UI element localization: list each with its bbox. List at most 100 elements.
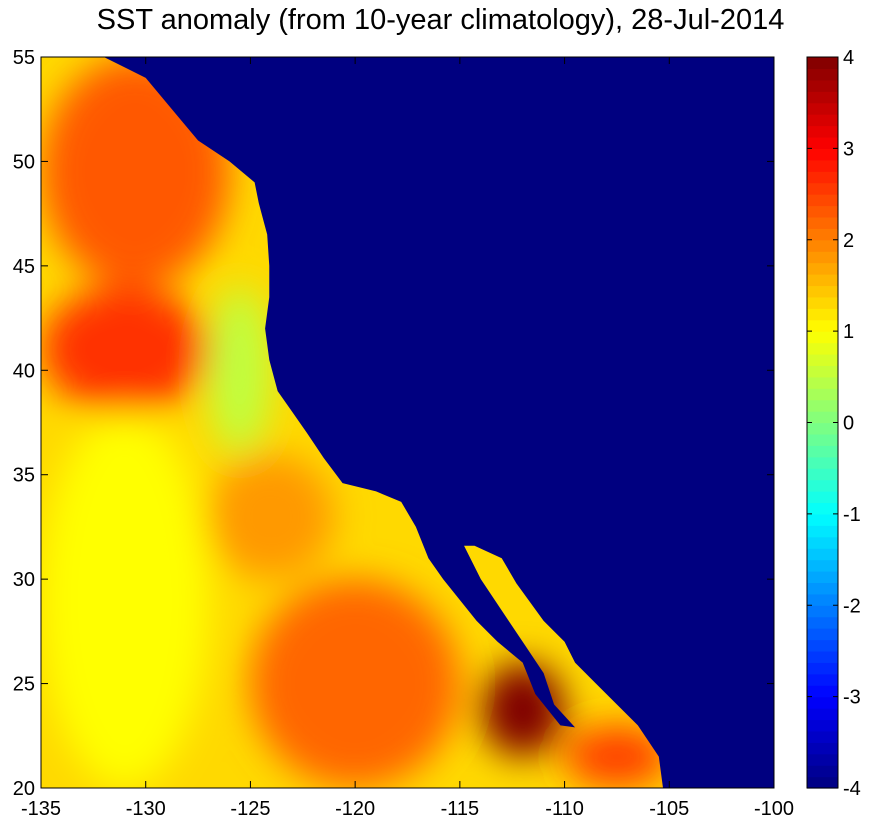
colorbar-segment — [807, 148, 838, 161]
colorbar-segment — [807, 342, 838, 355]
colorbar-tick-label: 3 — [843, 138, 854, 160]
colorbar-segment — [807, 696, 838, 709]
colorbar-segment — [807, 730, 838, 743]
chart-title: SST anomaly (from 10-year climatology), … — [96, 4, 785, 36]
colorbar-segment — [807, 388, 838, 401]
colorbar-segment — [807, 639, 838, 652]
colorbar-segment — [807, 274, 838, 287]
x-tick-label: -115 — [441, 798, 480, 820]
x-tick-label: -110 — [545, 798, 584, 820]
colorbar-tick-label: 4 — [843, 47, 854, 69]
y-tick-label: 25 — [13, 674, 35, 696]
colorbar-segment — [807, 502, 838, 515]
colorbar-segment — [807, 319, 838, 332]
land-mask — [103, 57, 774, 788]
y-axis: 20 25 30 35 40 45 50 55 — [13, 47, 774, 800]
colorbar-segment — [807, 708, 838, 721]
colorbar-segment — [807, 228, 838, 241]
colorbar-segment — [807, 79, 838, 92]
colorbar-segment — [807, 422, 838, 435]
heatmap-plot-area — [41, 57, 774, 788]
anomaly-region — [564, 725, 670, 788]
colorbar-segment — [807, 171, 838, 184]
colorbar-segment — [807, 468, 838, 481]
colorbar-segment — [807, 536, 838, 549]
anomaly-region — [250, 579, 460, 788]
colorbar-segment — [807, 376, 838, 389]
colorbar-segment — [807, 68, 838, 81]
colorbar-segment — [807, 433, 838, 446]
colorbar-segment — [807, 548, 838, 561]
anomaly-region — [208, 286, 272, 454]
colorbar-segment — [807, 776, 838, 789]
colorbar-tick-label: 1 — [843, 321, 854, 343]
colorbar-segment — [807, 194, 838, 207]
colorbar-tick-label: 0 — [843, 413, 854, 435]
anomaly-regions — [41, 57, 670, 788]
colorbar-segment — [807, 411, 838, 424]
colorbar-segment — [807, 456, 838, 469]
x-tick-label: -100 — [754, 798, 794, 820]
colorbar-tick-label: -1 — [843, 504, 861, 526]
colorbar-segment — [807, 525, 838, 538]
colorbar-segment — [807, 765, 838, 778]
y-tick-label: 20 — [13, 778, 35, 800]
colorbar-segment — [807, 125, 838, 138]
y-tick-label: 40 — [13, 360, 35, 382]
colorbar-segment — [807, 479, 838, 492]
colorbar-tick-label: -4 — [843, 778, 861, 800]
colorbar-segment — [807, 159, 838, 172]
colorbar-segment — [807, 491, 838, 504]
colorbar-segment — [807, 513, 838, 526]
y-tick-label: 35 — [13, 465, 35, 487]
colorbar-segment — [807, 182, 838, 195]
colorbar-segment — [807, 719, 838, 732]
colorbar-segment — [807, 628, 838, 641]
colorbar-tick-label: 2 — [843, 230, 854, 252]
colorbar-segment — [807, 331, 838, 344]
colorbar-segment — [807, 285, 838, 298]
colorbar-segment — [807, 742, 838, 755]
colorbar-segment — [807, 239, 838, 252]
colorbar-segment — [807, 662, 838, 675]
colorbar-segment — [807, 616, 838, 629]
colorbar-segment — [807, 205, 838, 218]
colorbar: -4 -3 -2 -1 0 1 2 3 4 — [806, 47, 861, 800]
colorbar-segment — [807, 559, 838, 572]
colorbar-segment — [807, 114, 838, 127]
colorbar-tick-label: -2 — [843, 595, 861, 617]
colorbar-segment — [807, 685, 838, 698]
colorbar-segment — [807, 399, 838, 412]
anomaly-region — [208, 453, 335, 580]
y-tick-label: 45 — [13, 256, 35, 278]
colorbar-segment — [807, 216, 838, 229]
colorbar-segment — [807, 308, 838, 321]
x-tick-label: -135 — [21, 798, 61, 820]
colorbar-segment — [807, 57, 838, 70]
colorbar-segment — [807, 593, 838, 606]
colorbar-segment — [807, 136, 838, 149]
colorbar-segment — [807, 365, 838, 378]
y-tick-label: 30 — [13, 569, 35, 591]
x-tick-label: -130 — [126, 798, 166, 820]
colorbar-segment — [807, 753, 838, 766]
colorbar-segment — [807, 673, 838, 686]
x-axis: -135 -130 -125 -120 -115 -110 -105 -100 — [21, 57, 794, 820]
colorbar-segment — [807, 102, 838, 115]
colorbar-segment — [807, 605, 838, 618]
x-tick-label: -120 — [335, 798, 375, 820]
y-tick-label: 50 — [13, 151, 35, 173]
colorbar-segment — [807, 570, 838, 584]
anomaly-region — [41, 412, 209, 788]
colorbar-segment — [807, 251, 838, 264]
colorbar-segment — [807, 296, 838, 309]
colorbar-segment — [807, 445, 838, 458]
colorbar-segment — [807, 262, 838, 275]
x-tick-label: -125 — [230, 798, 270, 820]
x-tick-label: -105 — [649, 798, 689, 820]
colorbar-tick-label: -3 — [843, 687, 861, 709]
y-tick-label: 55 — [13, 47, 35, 69]
colorbar-segment — [807, 582, 838, 595]
colorbar-segment — [807, 353, 838, 366]
